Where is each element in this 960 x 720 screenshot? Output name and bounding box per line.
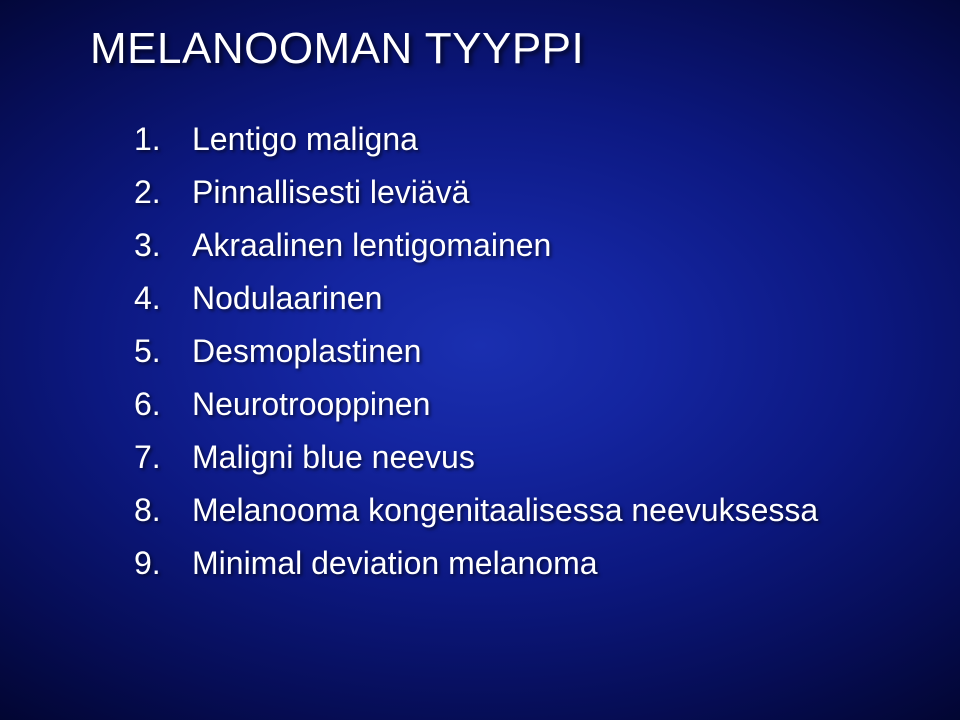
list-item-text: Akraalinen lentigomainen — [192, 227, 551, 263]
list-item-text: Maligni blue neevus — [192, 439, 475, 475]
list-item-text: Minimal deviation melanoma — [192, 545, 598, 581]
list-item-text: Neurotrooppinen — [192, 386, 430, 422]
type-list: Lentigo maligna Pinnallisesti leviävä Ak… — [134, 120, 920, 583]
list-item: Nodulaarinen — [134, 279, 920, 318]
list-item: Pinnallisesti leviävä — [134, 173, 920, 212]
list-item-text: Pinnallisesti leviävä — [192, 174, 469, 210]
slide: MELANOOMAN TYYPPI Lentigo maligna Pinnal… — [0, 0, 960, 720]
list-item-text: Nodulaarinen — [192, 280, 382, 316]
list-item-text: Melanooma kongenitaalisessa neevuksessa — [192, 492, 818, 528]
list-item-text: Desmoplastinen — [192, 333, 421, 369]
page-title: MELANOOMAN TYYPPI — [90, 24, 920, 74]
list-item: Maligni blue neevus — [134, 438, 920, 477]
list-item: Lentigo maligna — [134, 120, 920, 159]
list-item: Minimal deviation melanoma — [134, 544, 920, 583]
list-item-text: Lentigo maligna — [192, 121, 418, 157]
list-item: Neurotrooppinen — [134, 385, 920, 424]
list-item: Akraalinen lentigomainen — [134, 226, 920, 265]
list-item: Melanooma kongenitaalisessa neevuksessa — [134, 491, 920, 530]
list-item: Desmoplastinen — [134, 332, 920, 371]
